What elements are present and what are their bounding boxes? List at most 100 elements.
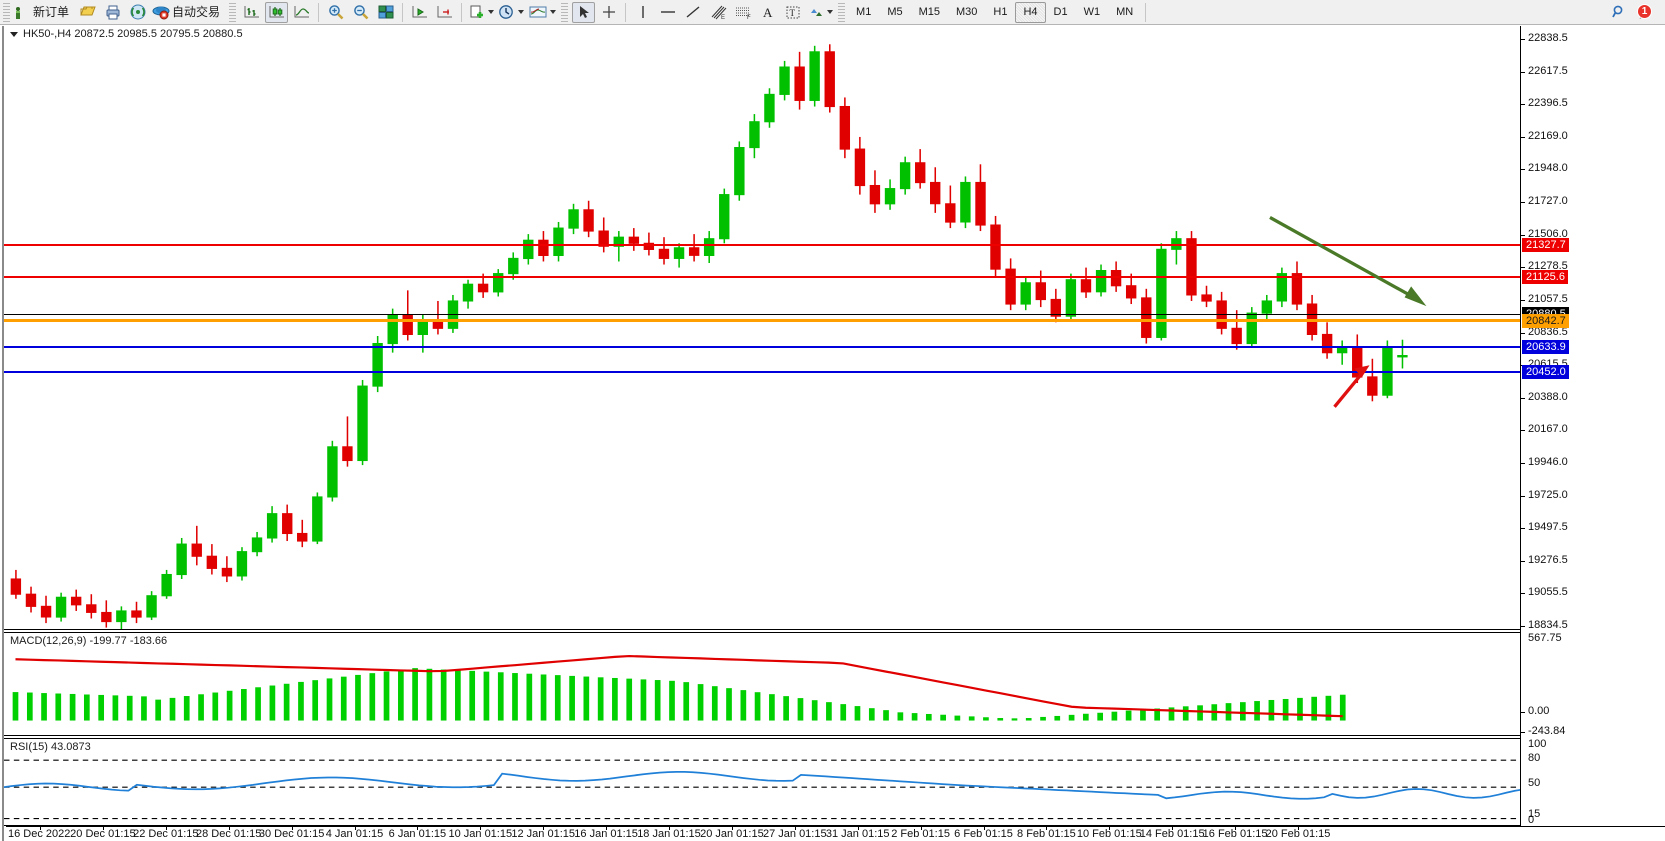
time-tick (1235, 827, 1237, 830)
line-chart-icon[interactable] (290, 2, 313, 23)
timeframe-d1[interactable]: D1 (1053, 5, 1068, 18)
time-label: 18 Jan 01:15 (637, 828, 701, 840)
search-icon[interactable] (1607, 2, 1630, 23)
price-tag-pivot[interactable]: 20842.7 (1522, 314, 1569, 328)
shapes-icon[interactable] (806, 2, 834, 23)
svg-text:T: T (789, 8, 795, 18)
chart-shift-icon[interactable] (408, 2, 431, 23)
price-tag-support-1[interactable]: 20633.9 (1522, 340, 1569, 354)
text-icon[interactable]: A (756, 2, 779, 23)
time-label: 20 Feb 01:15 (1265, 828, 1331, 840)
time-tick (1172, 827, 1174, 830)
price-scale[interactable]: 22838.5 22617.5 22396.5 22169.0 21948.0 21727… (1520, 26, 1665, 826)
symbol-dropdown-arrow[interactable] (10, 31, 18, 37)
cursor-icon[interactable] (572, 1, 596, 23)
vline-icon[interactable] (631, 2, 654, 23)
price-pane[interactable]: HK50-,H4 20872.5 20985.5 20795.5 20880.5 (4, 26, 1665, 630)
timeframe-mn[interactable]: MN (1116, 5, 1134, 18)
timeframe-w1[interactable]: W1 (1083, 5, 1101, 18)
chevron-down-icon[interactable] (488, 10, 495, 14)
price-tag-resistance-1[interactable]: 21327.7 (1522, 238, 1569, 252)
new-order-button[interactable]: 新订单 (14, 2, 74, 23)
time-tick (1109, 827, 1111, 830)
up-signal-arrow (1333, 365, 1370, 408)
chevron-down-icon-3[interactable] (550, 10, 557, 14)
time-tick (669, 827, 670, 830)
chevron-down-icon-2[interactable] (518, 10, 525, 14)
time-tick (417, 827, 419, 830)
time-label: 6 Feb 01:15 (954, 828, 1013, 840)
timeframe-m1[interactable]: M1 (856, 5, 872, 18)
rsi-label: RSI(15) 43.0873 (10, 741, 91, 753)
time-label: 16 Feb 01:15 (1202, 828, 1268, 840)
time-tick (354, 827, 356, 830)
hline-icon[interactable] (656, 2, 679, 23)
timeframe-h1[interactable]: H1 (993, 5, 1008, 18)
time-tick (228, 827, 230, 830)
toolbar-grip-3[interactable] (561, 2, 569, 22)
chart-frame: HK50-,H4 20872.5 20985.5 20795.5 20880.5 (2, 26, 1665, 841)
autotrade-button[interactable]: 自动交易 (151, 2, 225, 23)
time-tick (731, 827, 733, 830)
time-label: 27 Jan 01:15 (762, 828, 827, 840)
time-label: 10 Jan 01:15 (448, 828, 513, 840)
timeframe-m30[interactable]: M30 (956, 5, 978, 18)
price-tag-resistance-2[interactable]: 21125.6 (1522, 270, 1568, 284)
equidistant-channel-icon[interactable]: E (706, 2, 729, 23)
bar-chart-icon[interactable] (240, 2, 263, 23)
rsi-plot (4, 759, 1665, 820)
autotrade-label: 自动交易 (172, 4, 221, 19)
notifications-icon[interactable]: 1 (1632, 2, 1658, 23)
time-tick (1298, 827, 1299, 830)
timeframe-m15[interactable]: M15 (918, 5, 940, 18)
rsi-pane[interactable]: RSI(15) 43.0873 (4, 738, 1665, 826)
signal-icon[interactable] (126, 2, 149, 23)
autoscroll-icon[interactable] (433, 2, 456, 23)
svg-text:F: F (747, 15, 751, 20)
price-tag-support-2[interactable]: 20452.0 (1522, 365, 1569, 379)
chart-workspace: HK50-,H4 20872.5 20985.5 20795.5 20880.5 (0, 26, 1665, 841)
label-icon[interactable]: T (781, 2, 804, 23)
toolbar-grip[interactable] (3, 2, 10, 22)
zoom-out-icon[interactable] (349, 2, 372, 23)
candlestick-icon[interactable] (265, 1, 289, 23)
time-label: 30 Dec 01:15 (258, 828, 325, 840)
zoom-in-icon[interactable] (324, 2, 347, 23)
folder-icon[interactable] (76, 2, 99, 23)
crosshair-icon[interactable] (597, 2, 620, 23)
symbol-header: HK50-,H4 20872.5 20985.5 20795.5 20880.5 (10, 28, 243, 40)
fibonacci-icon[interactable]: F (731, 2, 754, 23)
time-label: 12 Jan 01:15 (511, 828, 575, 840)
time-label: 31 Jan 01:15 (825, 828, 890, 840)
add-indicator-icon[interactable] (467, 2, 495, 23)
period-icon[interactable] (497, 2, 525, 23)
chevron-down-icon-4[interactable] (827, 10, 834, 14)
time-label: 14 Feb 01:15 (1139, 828, 1205, 840)
time-label: 2 Feb 01:15 (891, 828, 950, 840)
time-tick (291, 827, 293, 830)
trendline-icon[interactable] (681, 2, 704, 23)
notification-badge: 1 (1637, 3, 1652, 19)
down-trend-arrow (1269, 216, 1427, 307)
macd-plot (12, 654, 1346, 721)
toolbar-grip-4[interactable] (838, 2, 846, 22)
time-tick (165, 827, 167, 830)
time-tick (543, 827, 545, 830)
macd-pane[interactable]: MACD(12,26,9) -199.77 -183.66 (4, 632, 1665, 736)
time-tick (857, 827, 859, 830)
time-label: 4 Jan 01:15 (325, 828, 384, 840)
time-axis[interactable]: 16 Dec 2022 20 Dec 01:15 22 Dec 01:15 28 De… (6, 826, 1665, 841)
time-label: 16 Dec 2022 (8, 828, 71, 840)
printer-icon[interactable] (101, 2, 124, 23)
tile-windows-icon[interactable] (374, 2, 397, 23)
svg-text:A: A (763, 5, 773, 20)
templates-icon[interactable] (527, 2, 557, 23)
time-tick (480, 827, 482, 830)
timeframe-h4[interactable]: H4 (1015, 1, 1046, 23)
main-toolbar: 新订单 自动交易 (0, 0, 1665, 25)
timeframe-m5[interactable]: M5 (887, 5, 903, 18)
time-label: 16 Jan 01:15 (574, 828, 638, 840)
toolbar-grip-2[interactable] (229, 2, 237, 22)
symbol-header-text: HK50-,H4 20872.5 20985.5 20795.5 20880.5 (23, 28, 243, 40)
candlestick-plot (10, 44, 1408, 629)
